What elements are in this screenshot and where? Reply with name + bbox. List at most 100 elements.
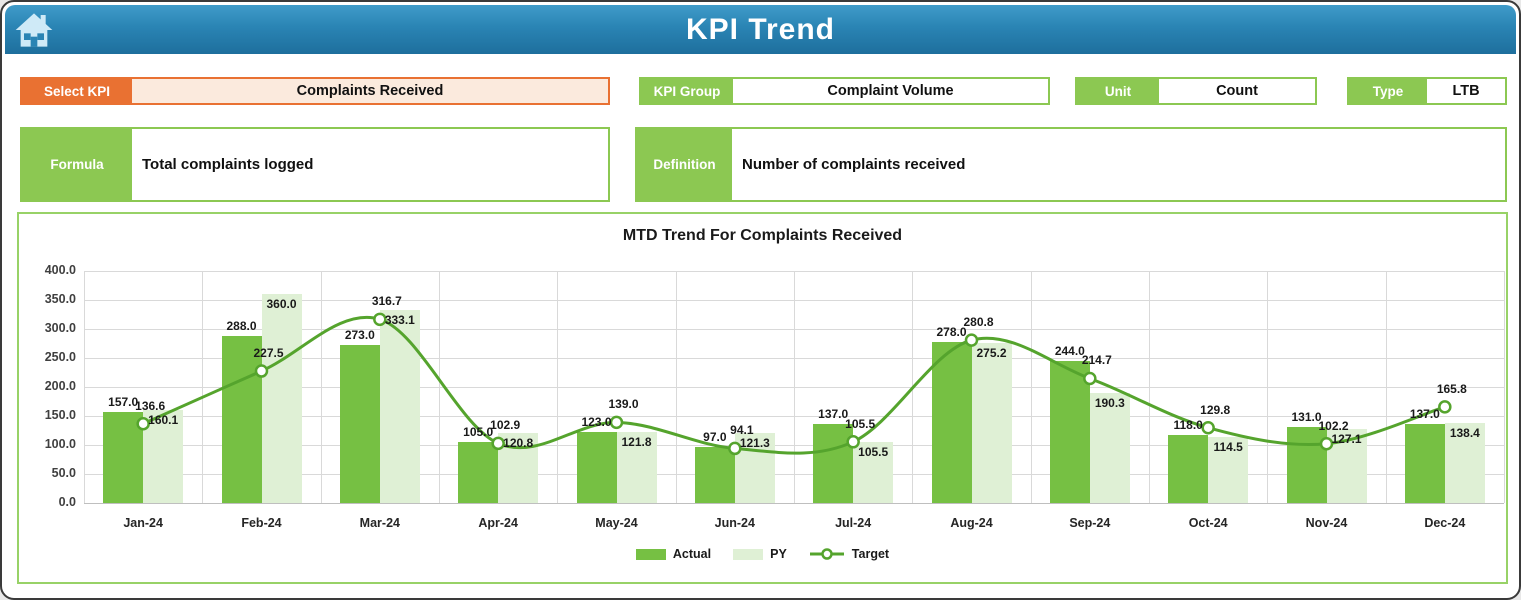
type-control: Type LTB <box>1347 77 1507 105</box>
y-tick-label: 50.0 <box>51 466 76 480</box>
target-marker <box>136 417 150 431</box>
target-marker <box>373 312 387 327</box>
actual-bar <box>103 411 144 503</box>
py-value-label: 333.1 <box>384 312 415 327</box>
v-gridline <box>1385 271 1387 503</box>
v-gridline <box>1030 271 1032 503</box>
y-tick-label: 400.0 <box>44 263 76 277</box>
x-axis-label: Aug-24 <box>950 516 993 530</box>
actual-value-label: 123.0 <box>581 414 612 429</box>
actual-bar <box>458 442 499 503</box>
x-axis-label: Oct-24 <box>1188 516 1228 530</box>
actual-bar <box>1168 434 1209 503</box>
actual-value-label: 118.0 <box>1173 417 1203 432</box>
actual-value-label: 137.0 <box>1409 406 1440 421</box>
py-value-label: 121.8 <box>621 435 652 450</box>
legend-label: PY <box>770 547 787 561</box>
actual-value-label: 105.0 <box>463 425 494 440</box>
type-label: Type <box>1349 79 1427 103</box>
legend-item-target: Target <box>809 547 889 561</box>
y-tick-label: 200.0 <box>44 379 76 393</box>
legend-target-marker <box>809 548 844 560</box>
definition-value: Number of complaints received <box>732 129 1505 200</box>
py-value-label: 275.2 <box>976 346 1007 361</box>
legend-item-actual: Actual <box>635 547 712 561</box>
target-value-label: 227.5 <box>253 346 284 361</box>
py-bar <box>1208 436 1249 503</box>
target-value-label: 214.7 <box>1081 353 1112 368</box>
x-axis-label: Jul-24 <box>835 516 872 530</box>
target-value-label: 94.1 <box>730 423 754 438</box>
target-marker <box>1438 400 1452 414</box>
legend-label: Actual <box>672 547 712 561</box>
plot-area: 0.0 50.0 100.0 150.0 200.0 250.0 300.0 350.0 400… <box>19 214 1506 582</box>
home-icon[interactable] <box>14 10 54 50</box>
y-tick-label: 300.0 <box>44 321 76 335</box>
x-axis-line <box>84 503 1504 504</box>
page-title: KPI Trend <box>685 12 836 46</box>
target-value-label: 129.8 <box>1200 402 1231 417</box>
unit-value: Count <box>1159 79 1315 103</box>
actual-bar <box>221 335 262 503</box>
target-value-label: 136.6 <box>135 398 166 413</box>
target-value-label: 316.7 <box>371 294 402 309</box>
actual-bar <box>576 431 617 503</box>
actual-bar <box>813 423 854 503</box>
target-line-layer <box>136 312 1452 456</box>
v-gridline <box>1267 271 1269 503</box>
x-axis-label: Mar-24 <box>359 516 400 530</box>
v-gridline <box>202 271 204 503</box>
py-bar <box>853 441 894 503</box>
actual-value-label: 244.0 <box>1054 344 1085 359</box>
actual-bar <box>339 344 380 503</box>
x-axis-label: Jun-24 <box>714 516 755 530</box>
target-value-label: 280.8 <box>963 315 994 330</box>
target-marker <box>1319 436 1334 451</box>
actual-bar <box>1404 423 1445 503</box>
py-bar <box>734 432 775 503</box>
select-kpi-control: Select KPI Complaints Received <box>20 77 610 105</box>
y-tick-label: 0.0 <box>58 495 76 509</box>
v-gridline <box>1149 271 1150 503</box>
x-axis-label: Nov-24 <box>1305 516 1348 530</box>
chart-title: MTD Trend For Complaints Received <box>622 227 903 244</box>
py-value-label: 190.3 <box>1094 395 1125 410</box>
x-axis-label: May-24 <box>595 516 638 530</box>
kpi-group-label: KPI Group <box>641 79 733 103</box>
target-marker <box>491 436 505 451</box>
py-value-label: 105.5 <box>858 444 889 459</box>
py-bar <box>971 343 1012 503</box>
legend-label: Target <box>851 547 890 561</box>
select-kpi-label: Select KPI <box>22 79 132 103</box>
x-axis-label: Jan-24 <box>123 516 163 530</box>
actual-value-label: 131.0 <box>1291 410 1322 425</box>
py-value-label: 160.1 <box>148 413 179 428</box>
select-kpi-value[interactable]: Complaints Received <box>132 79 608 103</box>
actual-value-label: 157.0 <box>108 394 139 409</box>
kpi-group-value: Complaint Volume <box>733 79 1048 103</box>
x-axis-label: Feb-24 <box>241 516 282 530</box>
actual-value-label: 97.0 <box>703 429 727 444</box>
actual-value-label: 137.0 <box>818 406 849 421</box>
v-gridline <box>675 271 677 503</box>
formula-label: Formula <box>22 129 132 200</box>
target-value-label: 165.8 <box>1436 381 1467 396</box>
y-tick-label: 100.0 <box>44 437 76 451</box>
y-tick-label: 250.0 <box>44 350 76 364</box>
chart-legend: Actual PY Target <box>19 547 1506 561</box>
target-value-label: 139.0 <box>608 397 639 412</box>
py-bar <box>1444 422 1485 503</box>
py-value-label: 360.0 <box>266 297 297 312</box>
actual-value-label: 273.0 <box>344 327 375 342</box>
x-axis-label: Apr-24 <box>478 516 518 530</box>
target-marker <box>964 333 979 347</box>
target-marker <box>609 415 624 430</box>
py-bar <box>616 432 657 503</box>
actual-bar <box>694 446 735 503</box>
target-marker <box>1083 371 1097 386</box>
target-value-label: 105.5 <box>845 416 876 431</box>
type-value: LTB <box>1427 79 1505 103</box>
py-value-label: 121.3 <box>739 435 770 450</box>
v-gridline <box>557 271 559 503</box>
